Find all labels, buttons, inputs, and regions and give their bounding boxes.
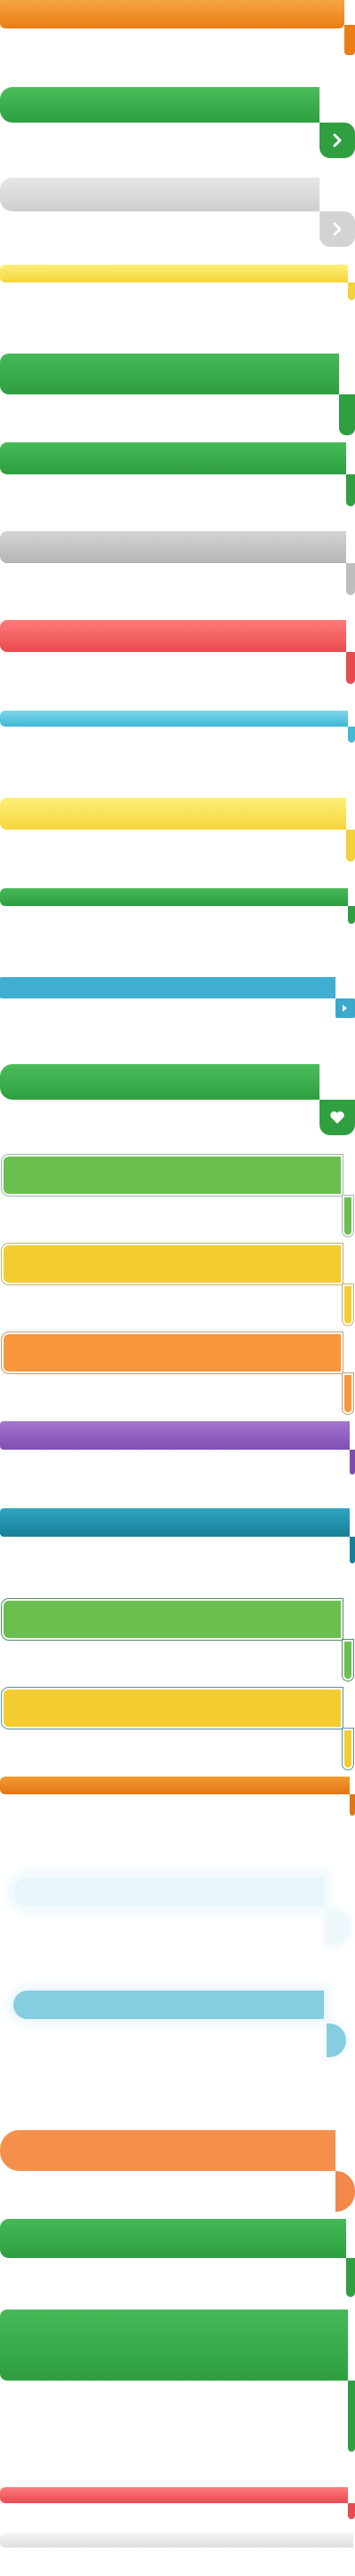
orange-outlined-ribbon-bar	[2, 1332, 343, 1373]
green-thin-ribbon-bar	[0, 888, 348, 906]
yellow-outlined-ribbon-fold	[343, 1729, 353, 1769]
yellow-ribbon-bar	[0, 798, 346, 830]
chevron-right-icon	[332, 133, 343, 147]
orange-thin-ribbon-bar	[0, 1777, 350, 1794]
light-blue-thin-ribbon-fold	[348, 727, 355, 743]
teal-ribbon-bar	[0, 1508, 350, 1537]
green-ribbon-fold	[346, 2258, 355, 2297]
green-ribbon-arrow-tab[interactable]	[320, 123, 355, 158]
green-large-ribbon-bar	[0, 354, 339, 394]
teal-ribbon-fold	[350, 1537, 355, 1563]
green-ribbon-bar	[0, 2219, 346, 2258]
gray-ribbon-arrow-tab[interactable]	[320, 211, 355, 247]
yellow-thin-ribbon-bar	[0, 265, 348, 282]
yellow-outlined-ribbon-bar	[2, 1688, 343, 1729]
gray-thin-ribbon-bar	[0, 2533, 353, 2548]
glow-light-ribbon-fold	[327, 1910, 350, 1945]
heart-icon	[329, 1110, 345, 1125]
green-ribbon-bar	[0, 87, 320, 123]
glow-blue-ribbon-fold	[327, 2023, 346, 2057]
green-ribbon-fold	[346, 474, 355, 506]
orange-ribbon-fold	[344, 25, 355, 55]
gray-ribbon-bar	[0, 531, 346, 563]
gray-ribbon-fold	[346, 563, 355, 595]
yellow-thin-ribbon-fold	[348, 282, 355, 300]
blue-flat-ribbon-bar	[0, 977, 335, 998]
orange-thin-ribbon-fold	[350, 1794, 355, 1816]
red-ribbon-bar	[0, 620, 346, 652]
green-outlined-ribbon-bar	[2, 1599, 343, 1640]
orange-round-ribbon-bar	[0, 2130, 335, 2171]
orange-ribbon-bar	[0, 0, 344, 28]
purple-ribbon-bar	[0, 1421, 350, 1450]
green-heart-ribbon-bar	[0, 1064, 320, 1100]
glow-light-ribbon-bar	[11, 1874, 327, 1910]
green-outlined-ribbon-fold	[343, 1640, 353, 1681]
blue-flat-ribbon-arrow-tab[interactable]	[335, 998, 355, 1018]
yellow-ribbon-fold	[346, 830, 355, 862]
yellow-outlined-ribbon-fold	[343, 1284, 353, 1325]
green-tall-ribbon-fold	[348, 2381, 355, 2452]
chevron-right-icon	[342, 1004, 349, 1013]
red-ribbon-fold	[346, 652, 355, 684]
yellow-outlined-ribbon-bar	[2, 1244, 343, 1284]
orange-round-ribbon-fold	[335, 2171, 355, 2212]
green-outlined-ribbon-fold	[343, 1196, 353, 1236]
orange-outlined-ribbon-fold	[343, 1373, 353, 1414]
green-tall-ribbon-bar	[0, 2310, 348, 2381]
green-ribbon-heart-tab[interactable]	[320, 1100, 355, 1135]
purple-ribbon-fold	[350, 1450, 355, 1475]
green-thin-ribbon-fold	[348, 906, 355, 924]
red-thin-ribbon-fold	[348, 2503, 355, 2519]
chevron-right-icon	[332, 222, 343, 236]
green-outlined-ribbon-bar	[2, 1155, 343, 1196]
light-blue-thin-ribbon-bar	[0, 711, 348, 727]
glow-blue-ribbon-bar	[11, 1988, 327, 2022]
gray-ribbon-bar	[0, 178, 320, 211]
green-large-ribbon-fold	[339, 394, 355, 435]
red-thin-ribbon-bar	[0, 2487, 348, 2503]
green-ribbon-bar	[0, 442, 346, 474]
